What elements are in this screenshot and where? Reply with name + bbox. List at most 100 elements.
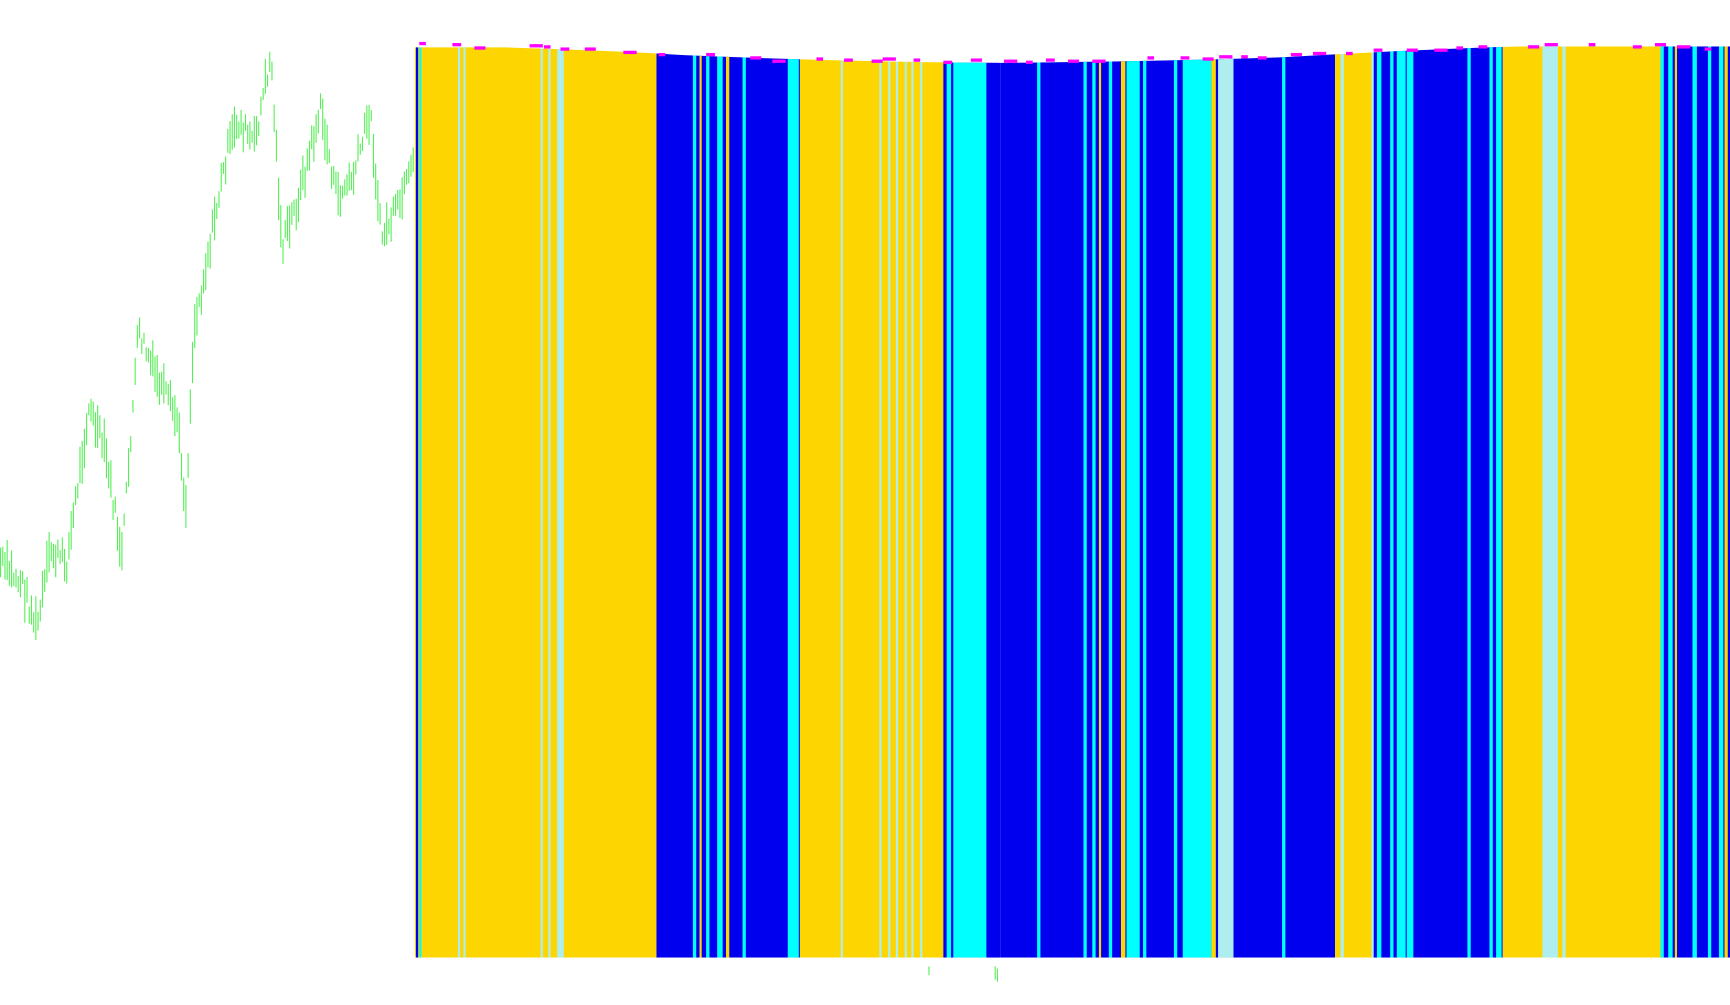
stripe (1668, 46, 1673, 958)
top-marker (1147, 56, 1155, 60)
stripe (557, 46, 564, 958)
stripe (911, 46, 914, 958)
stripe (1406, 46, 1414, 958)
top-marker (970, 58, 982, 62)
top-marker (844, 58, 853, 62)
stripe (1120, 46, 1126, 958)
stripe (904, 46, 907, 958)
stripe (879, 46, 882, 958)
top-marker (1588, 43, 1596, 47)
top-marker (1219, 55, 1233, 59)
top-marker (543, 45, 551, 49)
bottom-ticks (928, 966, 998, 982)
stripe (419, 46, 422, 958)
top-marker (1632, 45, 1642, 49)
stripe (717, 46, 723, 958)
top-marker (584, 47, 596, 51)
stripe (987, 46, 999, 958)
indicator-bands (414, 46, 1730, 958)
stripe (1282, 46, 1286, 958)
stripe (1390, 46, 1394, 958)
top-marker (1202, 57, 1214, 61)
stripe (1083, 46, 1087, 958)
stripe (1396, 46, 1406, 958)
top-marker (943, 60, 953, 64)
stripe (1707, 46, 1712, 958)
stripe (1092, 46, 1096, 958)
stripe (463, 46, 466, 958)
stripe (1211, 46, 1216, 958)
stripe (1371, 46, 1374, 958)
band (1373, 46, 1503, 958)
stripe (1496, 46, 1502, 958)
top-marker (1290, 52, 1302, 57)
top-marker (1241, 55, 1248, 59)
stripe (1660, 46, 1664, 958)
stripe (1098, 46, 1102, 958)
top-marker (1004, 59, 1018, 63)
top-marker (1045, 58, 1055, 62)
stripe (953, 46, 987, 958)
top-marker (1434, 48, 1448, 52)
stripe (920, 46, 923, 958)
top-marker (772, 59, 786, 63)
stripe (895, 46, 899, 958)
top-marker (750, 56, 762, 60)
top-marker (1677, 45, 1691, 49)
band (414, 46, 657, 958)
top-marker (1478, 45, 1488, 49)
stripe (1143, 46, 1147, 958)
stripe (540, 46, 543, 958)
top-marker (1026, 60, 1033, 64)
stripe (1108, 46, 1113, 958)
top-marker (816, 57, 824, 61)
stripe (548, 46, 551, 958)
stripe (937, 46, 943, 958)
top-marker (1068, 59, 1080, 63)
top-marker (1528, 45, 1540, 49)
stripe (1376, 46, 1382, 958)
stripe (1173, 46, 1178, 958)
top-marker (474, 46, 486, 50)
stripe (1562, 46, 1566, 958)
price-bars (0, 51, 414, 640)
stripe (1340, 46, 1344, 958)
top-marker (1544, 43, 1558, 47)
top-markers (419, 41, 1712, 64)
band (799, 46, 944, 958)
band (1000, 46, 1336, 958)
top-marker (913, 58, 921, 62)
top-marker (1654, 43, 1667, 47)
top-marker (1257, 56, 1267, 60)
top-marker (623, 50, 637, 55)
stripe (946, 46, 952, 958)
top-marker (529, 44, 543, 48)
stripe (1126, 46, 1140, 958)
stripe (1692, 46, 1697, 958)
stripe (840, 46, 843, 958)
stripe (1724, 46, 1728, 958)
top-marker (1312, 51, 1327, 56)
stripe (1218, 46, 1234, 958)
stripe (699, 46, 702, 958)
top-marker (1406, 48, 1418, 52)
stripe (706, 46, 710, 958)
top-marker (452, 43, 462, 47)
top-marker (658, 52, 666, 57)
stripe (742, 46, 746, 958)
stripe (1674, 46, 1678, 958)
top-marker (1092, 59, 1106, 63)
stripe (1467, 46, 1471, 958)
stripe (1187, 46, 1212, 958)
stripe (457, 46, 461, 958)
stripe (1542, 46, 1558, 958)
stripe (888, 46, 891, 958)
stripe (1182, 46, 1190, 958)
stripe (725, 46, 730, 958)
stripe (415, 46, 419, 958)
stripe (787, 46, 799, 958)
top-marker (1373, 48, 1383, 52)
top-marker (1180, 56, 1190, 60)
